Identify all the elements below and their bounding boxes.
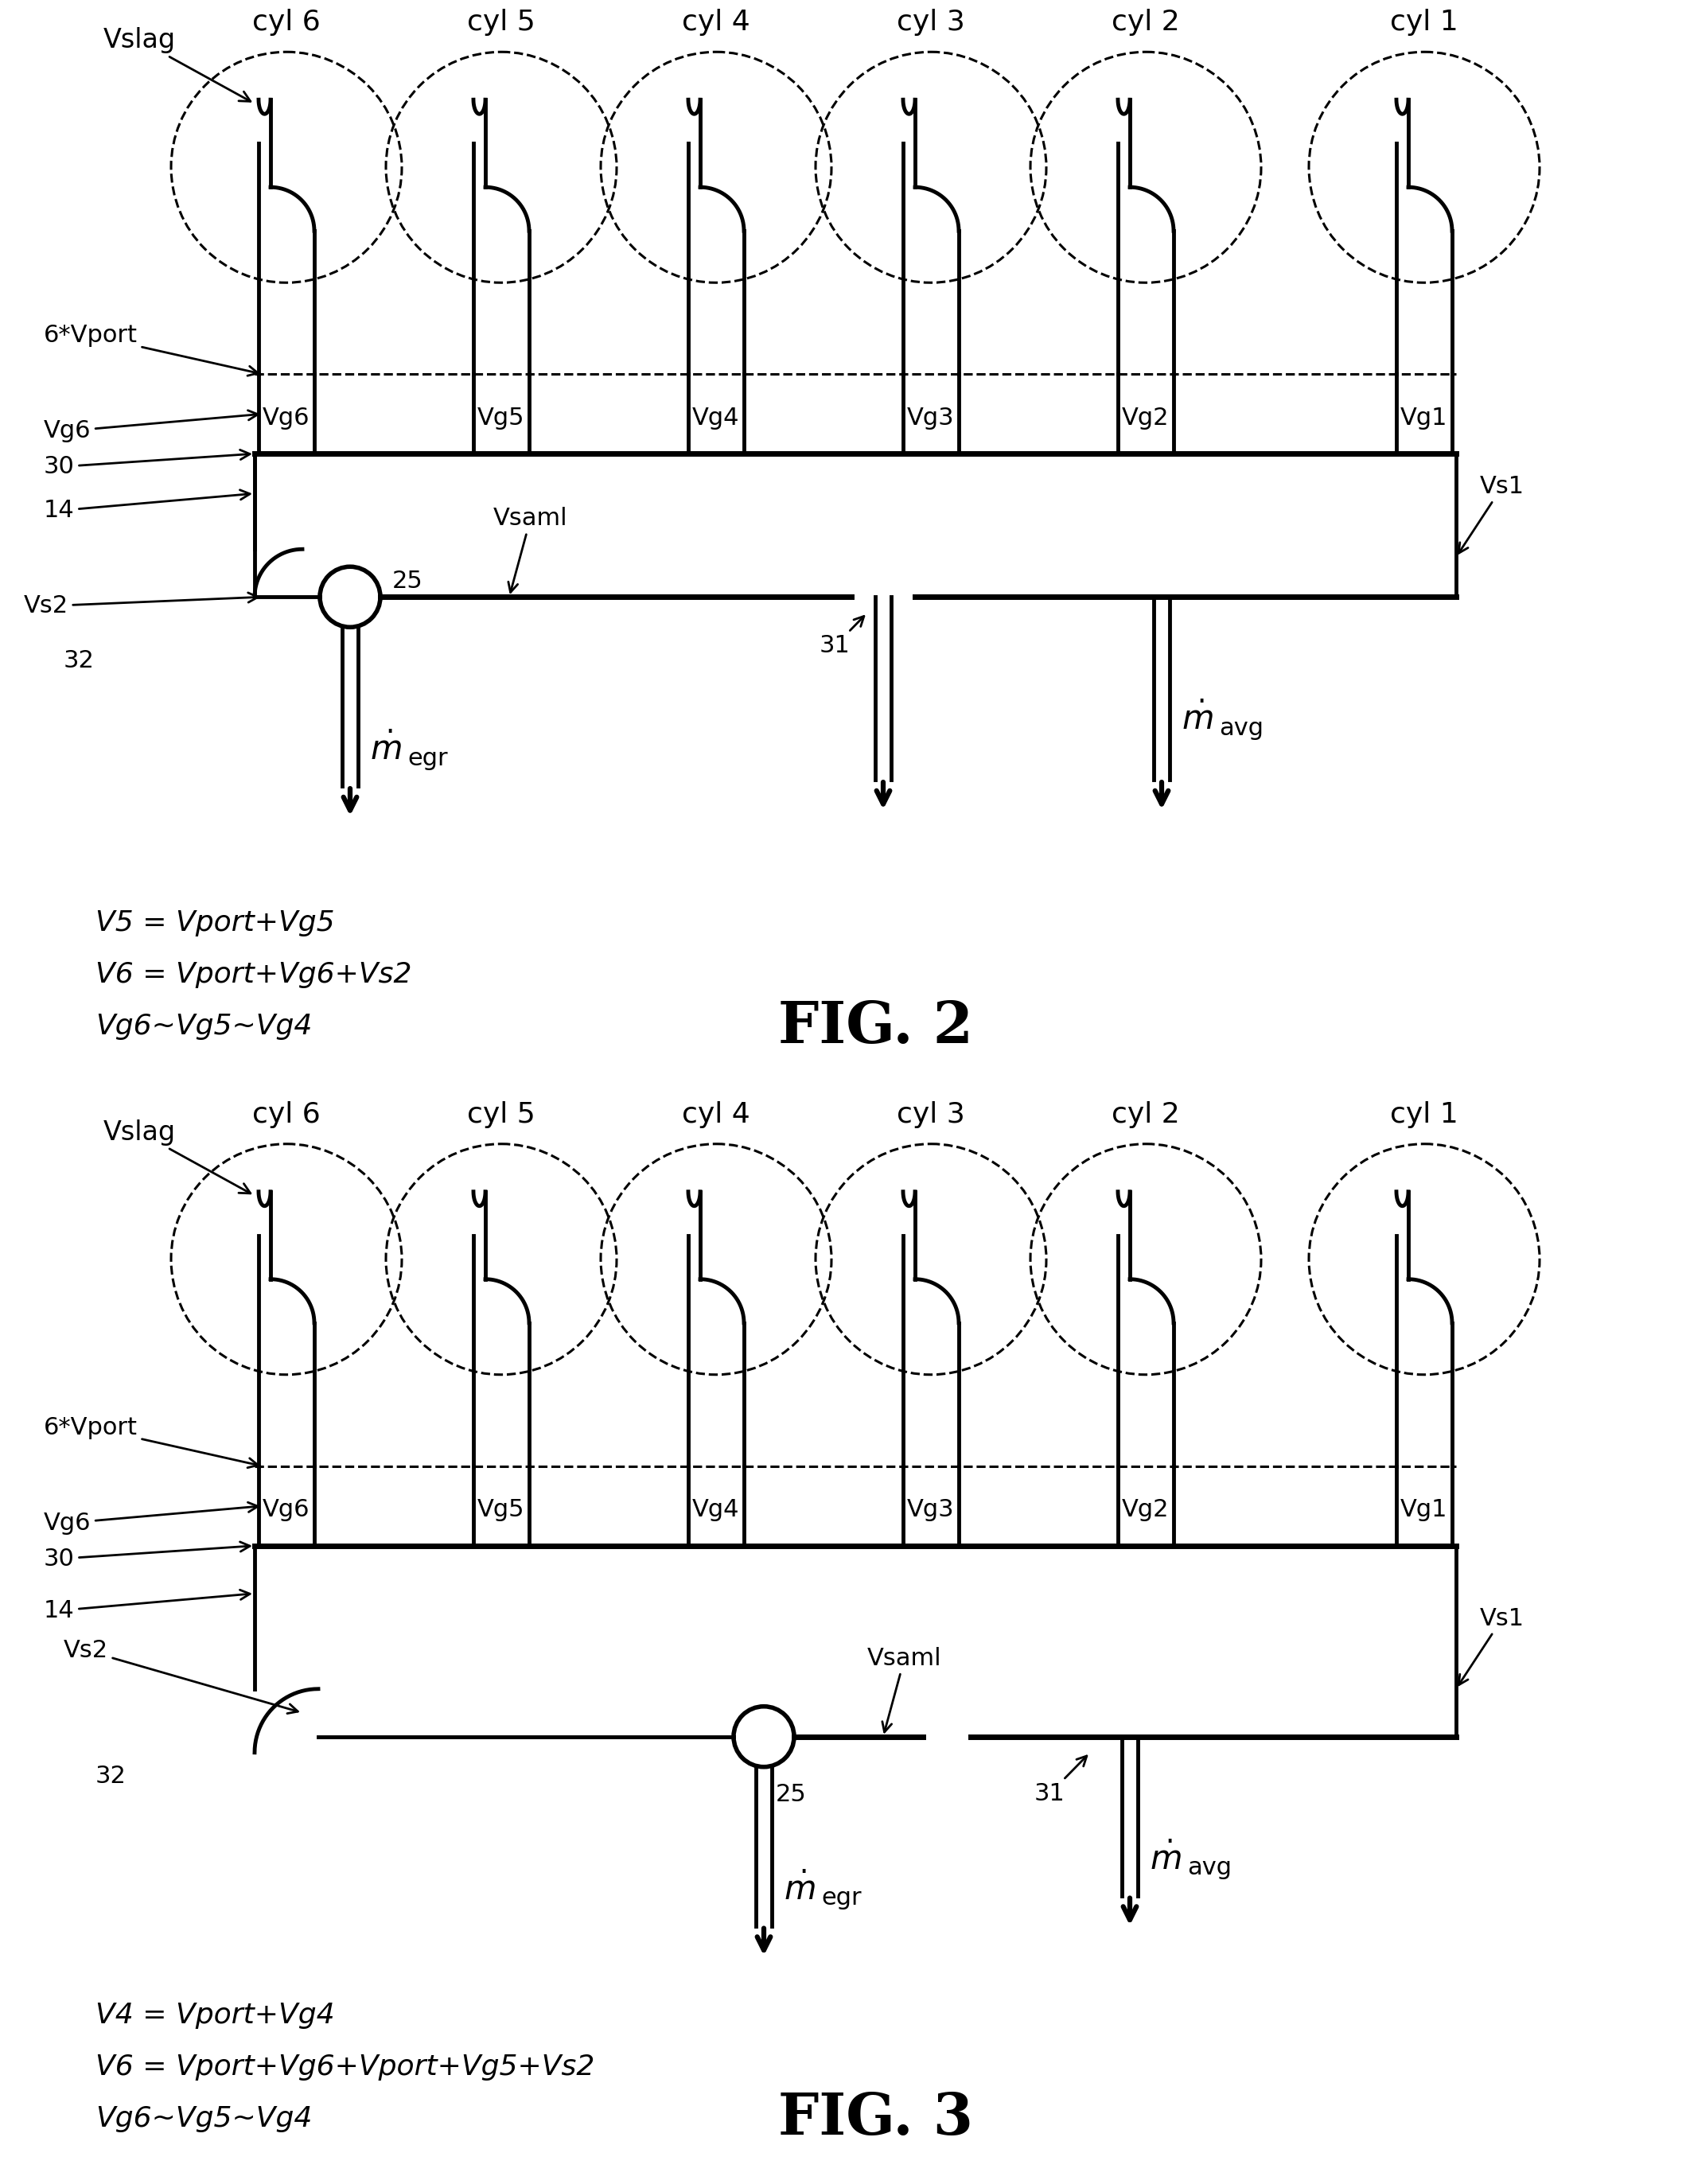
Text: cyl 6: cyl 6 [253,1101,320,1127]
Text: Vg2: Vg2 [1123,1498,1170,1522]
Text: Vg5: Vg5 [477,1498,524,1522]
Text: avg: avg [1219,716,1263,740]
Text: $\dot{m}$: $\dot{m}$ [369,734,401,767]
Text: cyl 2: cyl 2 [1111,9,1180,35]
Text: Vg6~Vg5~Vg4: Vg6~Vg5~Vg4 [96,2105,312,2132]
Text: FIG. 2: FIG. 2 [777,998,973,1055]
Text: Vg6: Vg6 [263,1498,310,1522]
Text: cyl 1: cyl 1 [1391,1101,1458,1127]
Text: $\dot{m}$: $\dot{m}$ [784,1874,816,1907]
Text: $\dot{m}$: $\dot{m}$ [1150,1843,1182,1876]
Text: Vs1: Vs1 [1458,1607,1524,1686]
Text: Vg1: Vg1 [1401,1498,1448,1522]
Text: Vg6: Vg6 [44,1503,258,1535]
Text: 25: 25 [776,1782,806,1806]
Text: $\dot{m}$: $\dot{m}$ [1182,703,1214,736]
Text: egr: egr [408,747,448,771]
Text: 31: 31 [819,616,863,657]
Text: 6*Vport: 6*Vport [44,323,258,376]
Text: V6 = Vport+Vg6+Vport+Vg5+Vs2: V6 = Vport+Vg6+Vport+Vg5+Vs2 [96,2053,595,2081]
Text: cyl 3: cyl 3 [897,9,964,35]
Text: Vg6: Vg6 [44,411,258,443]
Text: cyl 4: cyl 4 [681,1101,750,1127]
Text: Vg6: Vg6 [263,406,310,430]
Text: cyl 2: cyl 2 [1111,1101,1180,1127]
Text: Vslag: Vslag [103,26,251,100]
Text: 30: 30 [44,1542,250,1570]
Text: cyl 1: cyl 1 [1391,9,1458,35]
Text: 32: 32 [64,649,94,673]
Text: 31: 31 [1034,1756,1087,1806]
Text: V4 = Vport+Vg4: V4 = Vport+Vg4 [96,2001,336,2029]
Text: Vg5: Vg5 [477,406,524,430]
Text: 30: 30 [44,450,250,478]
Text: cyl 5: cyl 5 [467,1101,536,1127]
Text: Vslag: Vslag [103,1118,251,1192]
Text: Vg1: Vg1 [1401,406,1448,430]
Text: Vsaml: Vsaml [867,1647,942,1732]
Text: egr: egr [821,1887,862,1909]
Text: FIG. 3: FIG. 3 [777,2090,973,2147]
Text: Vg3: Vg3 [907,406,954,430]
Text: Vg4: Vg4 [693,1498,740,1522]
Text: V5 = Vport+Vg5: V5 = Vport+Vg5 [96,909,336,937]
Text: Vs2: Vs2 [64,1638,298,1714]
Text: 6*Vport: 6*Vport [44,1415,258,1468]
Text: cyl 4: cyl 4 [681,9,750,35]
Text: Vs1: Vs1 [1458,476,1524,553]
Text: Vs2: Vs2 [24,592,258,618]
Text: Vg6~Vg5~Vg4: Vg6~Vg5~Vg4 [96,1013,312,1040]
Text: Vg3: Vg3 [907,1498,954,1522]
Text: cyl 6: cyl 6 [253,9,320,35]
Text: 14: 14 [44,1590,250,1623]
Text: cyl 3: cyl 3 [897,1101,964,1127]
Text: 14: 14 [44,489,250,522]
Text: 32: 32 [96,1765,126,1789]
Text: Vsaml: Vsaml [494,507,568,592]
Text: Vg2: Vg2 [1123,406,1170,430]
Text: avg: avg [1187,1856,1232,1880]
Text: V6 = Vport+Vg6+Vs2: V6 = Vport+Vg6+Vs2 [96,961,411,989]
Text: 25: 25 [393,570,423,592]
Text: cyl 5: cyl 5 [467,9,536,35]
Text: Vg4: Vg4 [693,406,740,430]
